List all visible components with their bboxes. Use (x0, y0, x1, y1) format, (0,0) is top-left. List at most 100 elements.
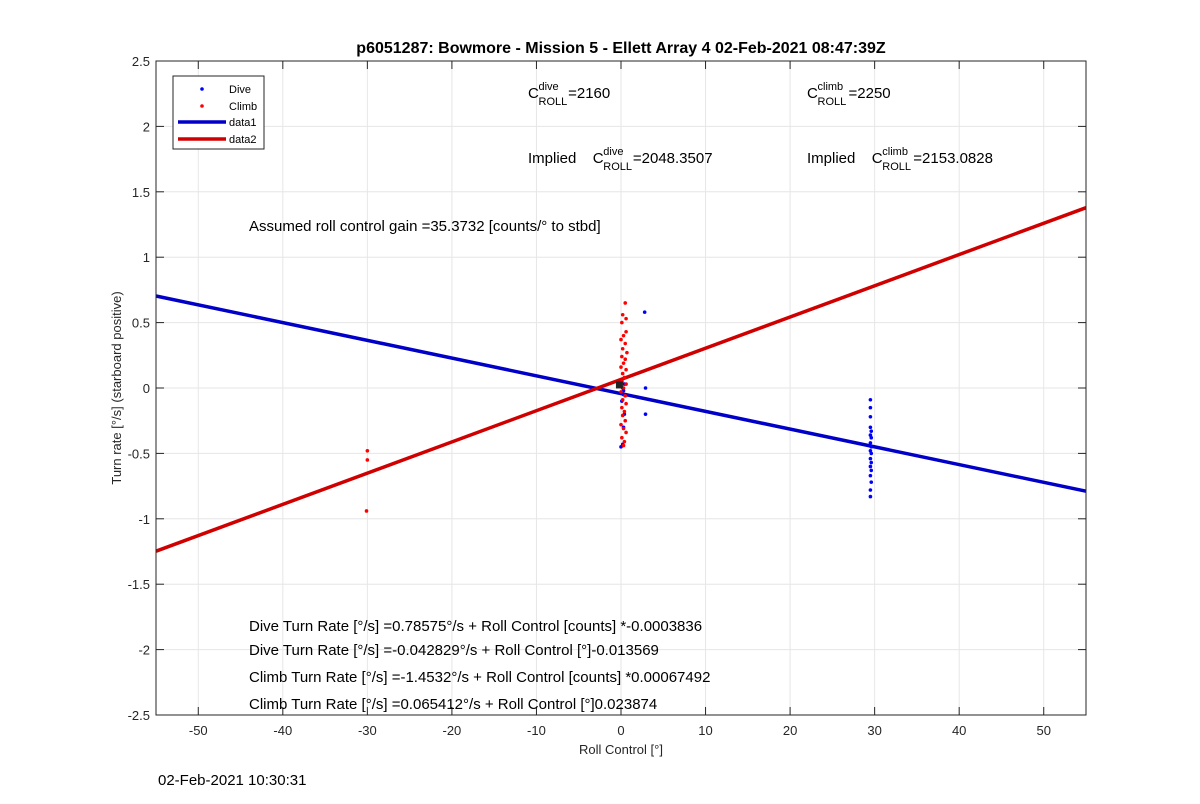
equation-line: Climb Turn Rate [°/s] =-1.4532°/s + Roll… (249, 669, 710, 686)
point-climb (624, 402, 628, 406)
point-dive (869, 495, 873, 499)
point-dive (869, 398, 873, 402)
annotation-base: C (528, 85, 539, 102)
equation-annotations: Dive Turn Rate [°/s] =0.78575°/s + Roll … (249, 618, 710, 713)
y-tick-label: 0 (143, 381, 150, 396)
point-dive (869, 452, 873, 456)
annotation-sub: ROLL (882, 161, 911, 173)
x-tick-label: -50 (189, 723, 208, 738)
point-climb (623, 301, 627, 305)
equation-line: Climb Turn Rate [°/s] =0.065412°/s + Rol… (249, 696, 657, 713)
chart-title: p6051287: Bowmore - Mission 5 - Ellett A… (356, 40, 886, 57)
y-tick-label: -2 (138, 643, 150, 658)
y-tick-label: 1.5 (132, 185, 150, 200)
point-climb (624, 382, 628, 386)
point-climb (623, 342, 627, 346)
annotation-base: C (593, 150, 604, 167)
y-tick-label: -1.5 (128, 577, 150, 592)
annotation-sub: ROLL (603, 161, 632, 173)
annotation-sub: ROLL (818, 96, 847, 108)
legend-entry: Dive (229, 84, 251, 96)
y-tick-label: 0.5 (132, 316, 150, 331)
x-tick-label: -40 (273, 723, 292, 738)
print-timestamp: 02-Feb-2021 10:30:31 (158, 772, 306, 789)
point-dive (869, 429, 873, 433)
point-climb (623, 376, 627, 380)
data-points (365, 301, 873, 513)
y-tick-label: 2 (143, 119, 150, 134)
y-tick-label: 1 (143, 250, 150, 265)
figure: -50 -40 -30 -20 -10 0 10 20 30 40 50 -2.5 -2 -1.5 -1 -0… (0, 0, 1200, 804)
equation-line: Dive Turn Rate [°/s] =-0.042829°/s + Rol… (249, 642, 659, 659)
point-climb (619, 423, 623, 427)
point-dive (643, 310, 647, 314)
annotation-value: =2153.0828 (913, 150, 993, 167)
y-axis-label: Turn rate [°/s] (starboard positive) (109, 291, 124, 484)
point-climb (622, 361, 626, 365)
equation-line: Dive Turn Rate [°/s] =0.78575°/s + Roll … (249, 618, 702, 635)
point-climb (623, 440, 627, 444)
x-tick-label: -30 (358, 723, 377, 738)
point-dive (644, 412, 648, 416)
legend-marker (200, 104, 204, 108)
annotation-sup: dive (603, 146, 623, 158)
x-tick-label: -10 (527, 723, 546, 738)
legend-entry: Climb (229, 101, 257, 113)
point-climb (621, 398, 625, 402)
annotation-sup: climb (882, 146, 908, 158)
point-dive (869, 415, 873, 419)
point-cluster (616, 381, 623, 388)
y-tick-label: -2.5 (128, 708, 150, 723)
point-climb (624, 330, 628, 334)
point-climb (622, 334, 626, 338)
x-tick-label: 0 (617, 723, 624, 738)
point-climb (623, 419, 627, 423)
point-climb (365, 509, 369, 513)
point-dive (869, 469, 873, 473)
x-tick-label: -20 (443, 723, 462, 738)
legend-entry: data2 (229, 134, 257, 146)
point-climb (622, 444, 626, 448)
point-climb (621, 347, 625, 351)
gain-annotation: Assumed roll control gain =35.3732 [coun… (249, 218, 601, 235)
legend-marker (200, 87, 204, 91)
annotation-base: C (872, 150, 883, 167)
annotation-sup: climb (818, 81, 844, 93)
point-dive (869, 488, 873, 492)
point-climb (621, 372, 625, 376)
point-climb (624, 368, 628, 372)
point-climb (624, 431, 628, 435)
point-climb (623, 357, 627, 361)
point-dive (644, 386, 648, 390)
x-tick-label: 10 (698, 723, 712, 738)
point-climb (620, 406, 624, 410)
point-climb (366, 458, 370, 462)
point-dive (869, 461, 873, 465)
x-axis-label: Roll Control [°] (579, 742, 663, 757)
chart: -50 -40 -30 -20 -10 0 10 20 30 40 50-2.5-2-1.5-1-0… (0, 0, 1200, 804)
legend-entry: data1 (229, 117, 257, 129)
point-dive (869, 465, 873, 469)
point-dive (869, 474, 873, 478)
annotation-base: C (807, 85, 818, 102)
point-climb (619, 390, 623, 394)
point-dive (869, 436, 873, 440)
point-dive (869, 406, 873, 410)
annotation-value: =2048.3507 (633, 150, 713, 167)
point-climb (620, 355, 624, 359)
point-climb (622, 427, 626, 431)
point-climb (620, 436, 624, 440)
point-dive (869, 425, 873, 429)
annotation-sup: dive (539, 81, 559, 93)
point-dive (869, 441, 873, 445)
point-climb (366, 449, 370, 453)
point-climb (625, 351, 629, 355)
annotation-value: =2250 (849, 85, 891, 102)
point-climb (620, 321, 624, 325)
point-climb (619, 365, 623, 369)
